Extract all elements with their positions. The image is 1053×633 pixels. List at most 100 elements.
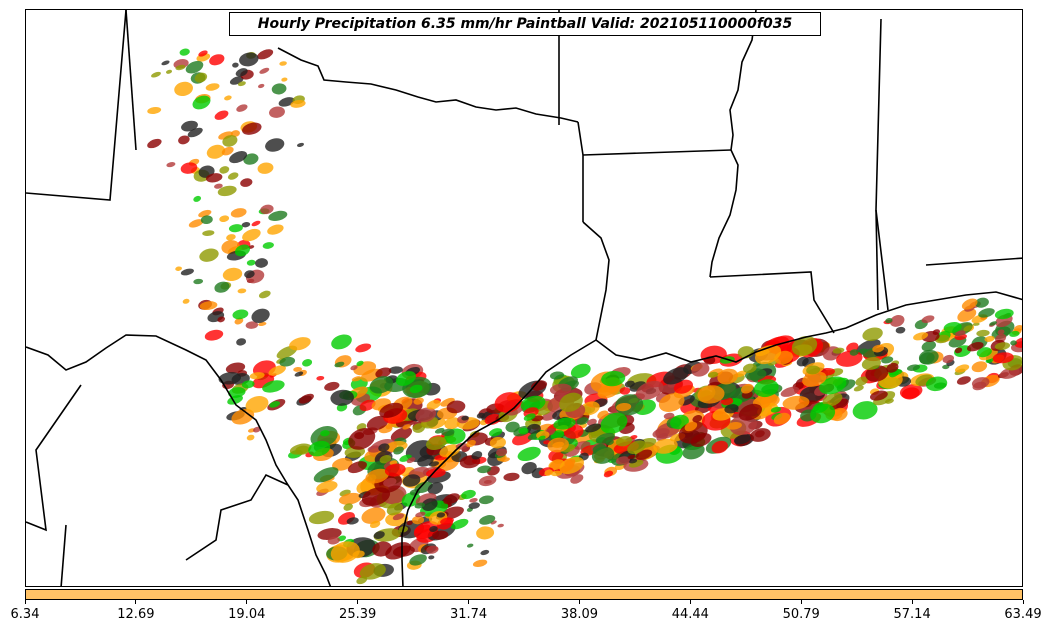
precip-blob bbox=[257, 49, 274, 60]
precip-blob bbox=[425, 436, 447, 450]
precip-blob bbox=[428, 461, 439, 467]
precip-blob bbox=[297, 142, 304, 147]
precip-blob bbox=[402, 474, 421, 487]
precip-blob bbox=[802, 371, 827, 387]
precip-blob bbox=[324, 381, 340, 391]
precip-blob bbox=[373, 531, 385, 540]
precip-blob bbox=[237, 81, 246, 87]
precip-blob bbox=[221, 240, 240, 255]
precip-blob bbox=[372, 541, 392, 557]
precip-blob bbox=[895, 326, 906, 334]
precip-blob bbox=[350, 365, 358, 371]
colorbar-tick-label: 31.74 bbox=[449, 607, 488, 622]
precip-blob bbox=[461, 489, 476, 500]
colorbar-tick bbox=[246, 600, 248, 604]
precip-blob bbox=[428, 555, 435, 560]
precip-blob bbox=[749, 428, 771, 442]
precip-blob bbox=[260, 204, 274, 215]
precip-blob bbox=[214, 281, 230, 293]
precip-blob bbox=[601, 370, 626, 387]
precip-blob bbox=[885, 318, 893, 324]
precip-blob bbox=[334, 355, 352, 368]
precip-blob bbox=[635, 380, 664, 400]
precip-blob bbox=[388, 366, 403, 374]
precip-blob bbox=[605, 439, 614, 446]
precip-blob bbox=[228, 387, 246, 398]
precip-blob bbox=[258, 321, 267, 327]
precip-blob bbox=[194, 72, 208, 83]
precip-blob bbox=[984, 335, 995, 342]
precip-blob bbox=[615, 456, 630, 465]
precip-blob bbox=[658, 393, 685, 412]
precip-blob bbox=[202, 230, 215, 236]
precip-blob bbox=[421, 498, 438, 511]
precip-blob bbox=[663, 412, 675, 420]
precip-blob bbox=[386, 502, 404, 516]
precip-blob bbox=[976, 329, 990, 337]
precip-blob bbox=[279, 61, 287, 66]
precip-blob bbox=[537, 435, 546, 441]
precip-blob bbox=[251, 308, 270, 323]
precip-blob bbox=[365, 468, 389, 484]
precip-blob bbox=[227, 172, 239, 180]
precip-blob bbox=[690, 433, 712, 447]
precip-blob bbox=[166, 162, 176, 168]
precip-blob bbox=[550, 470, 563, 477]
precip-blob bbox=[245, 321, 259, 329]
precip-blob bbox=[489, 428, 503, 437]
precip-blob bbox=[178, 135, 190, 145]
precip-blob bbox=[526, 423, 541, 435]
precip-blob bbox=[330, 389, 354, 406]
precip-blob bbox=[741, 383, 754, 394]
precip-blob bbox=[724, 404, 739, 414]
precip-blob bbox=[461, 415, 469, 421]
boundaries-layer bbox=[26, 10, 1022, 586]
precip-blob bbox=[884, 398, 894, 404]
precip-blob bbox=[591, 446, 615, 464]
precip-blob bbox=[531, 380, 548, 391]
precip-blob bbox=[472, 559, 488, 567]
precip-blob bbox=[469, 498, 478, 503]
precip-blob bbox=[697, 385, 725, 404]
precip-blob bbox=[361, 487, 391, 506]
precip-blob bbox=[414, 524, 431, 534]
colorbar-tick bbox=[911, 600, 913, 604]
precip-blob bbox=[615, 436, 633, 447]
precip-blob bbox=[378, 443, 390, 452]
precip-blob bbox=[500, 457, 510, 463]
precip-blob bbox=[782, 395, 810, 410]
precip-blob bbox=[972, 322, 980, 326]
precip-blob bbox=[147, 106, 162, 115]
precip-blob bbox=[259, 67, 270, 74]
precip-blob bbox=[869, 390, 888, 401]
precip-blob bbox=[384, 463, 406, 477]
precip-blob bbox=[653, 438, 678, 454]
precip-blob bbox=[521, 462, 537, 475]
precip-blob bbox=[366, 415, 389, 431]
precip-blob bbox=[972, 381, 987, 391]
precip-blob bbox=[242, 228, 261, 242]
precip-blob bbox=[269, 106, 285, 118]
precip-blob bbox=[262, 380, 285, 393]
precip-blob bbox=[440, 397, 455, 407]
precip-blob bbox=[175, 64, 186, 71]
precip-blob bbox=[559, 392, 583, 412]
precip-blob bbox=[600, 412, 628, 434]
precip-blob bbox=[770, 406, 782, 413]
colorbar-tick-label: 6.34 bbox=[10, 607, 40, 622]
precip-blob bbox=[253, 426, 261, 433]
precip-blob bbox=[466, 543, 474, 548]
colorbar-tick-label: 25.39 bbox=[339, 607, 377, 622]
precip-blob bbox=[559, 456, 585, 475]
precip-blob bbox=[406, 520, 413, 526]
precip-blob bbox=[427, 482, 444, 495]
colorbar-tick bbox=[800, 600, 802, 604]
precip-blob bbox=[942, 354, 955, 364]
precip-blob bbox=[436, 512, 446, 518]
precip-blob bbox=[503, 472, 520, 482]
precip-blob bbox=[855, 376, 868, 386]
precip-blob bbox=[971, 361, 988, 373]
precip-blob bbox=[523, 413, 536, 421]
precip-blob bbox=[409, 554, 427, 566]
precip-blob bbox=[267, 224, 284, 235]
